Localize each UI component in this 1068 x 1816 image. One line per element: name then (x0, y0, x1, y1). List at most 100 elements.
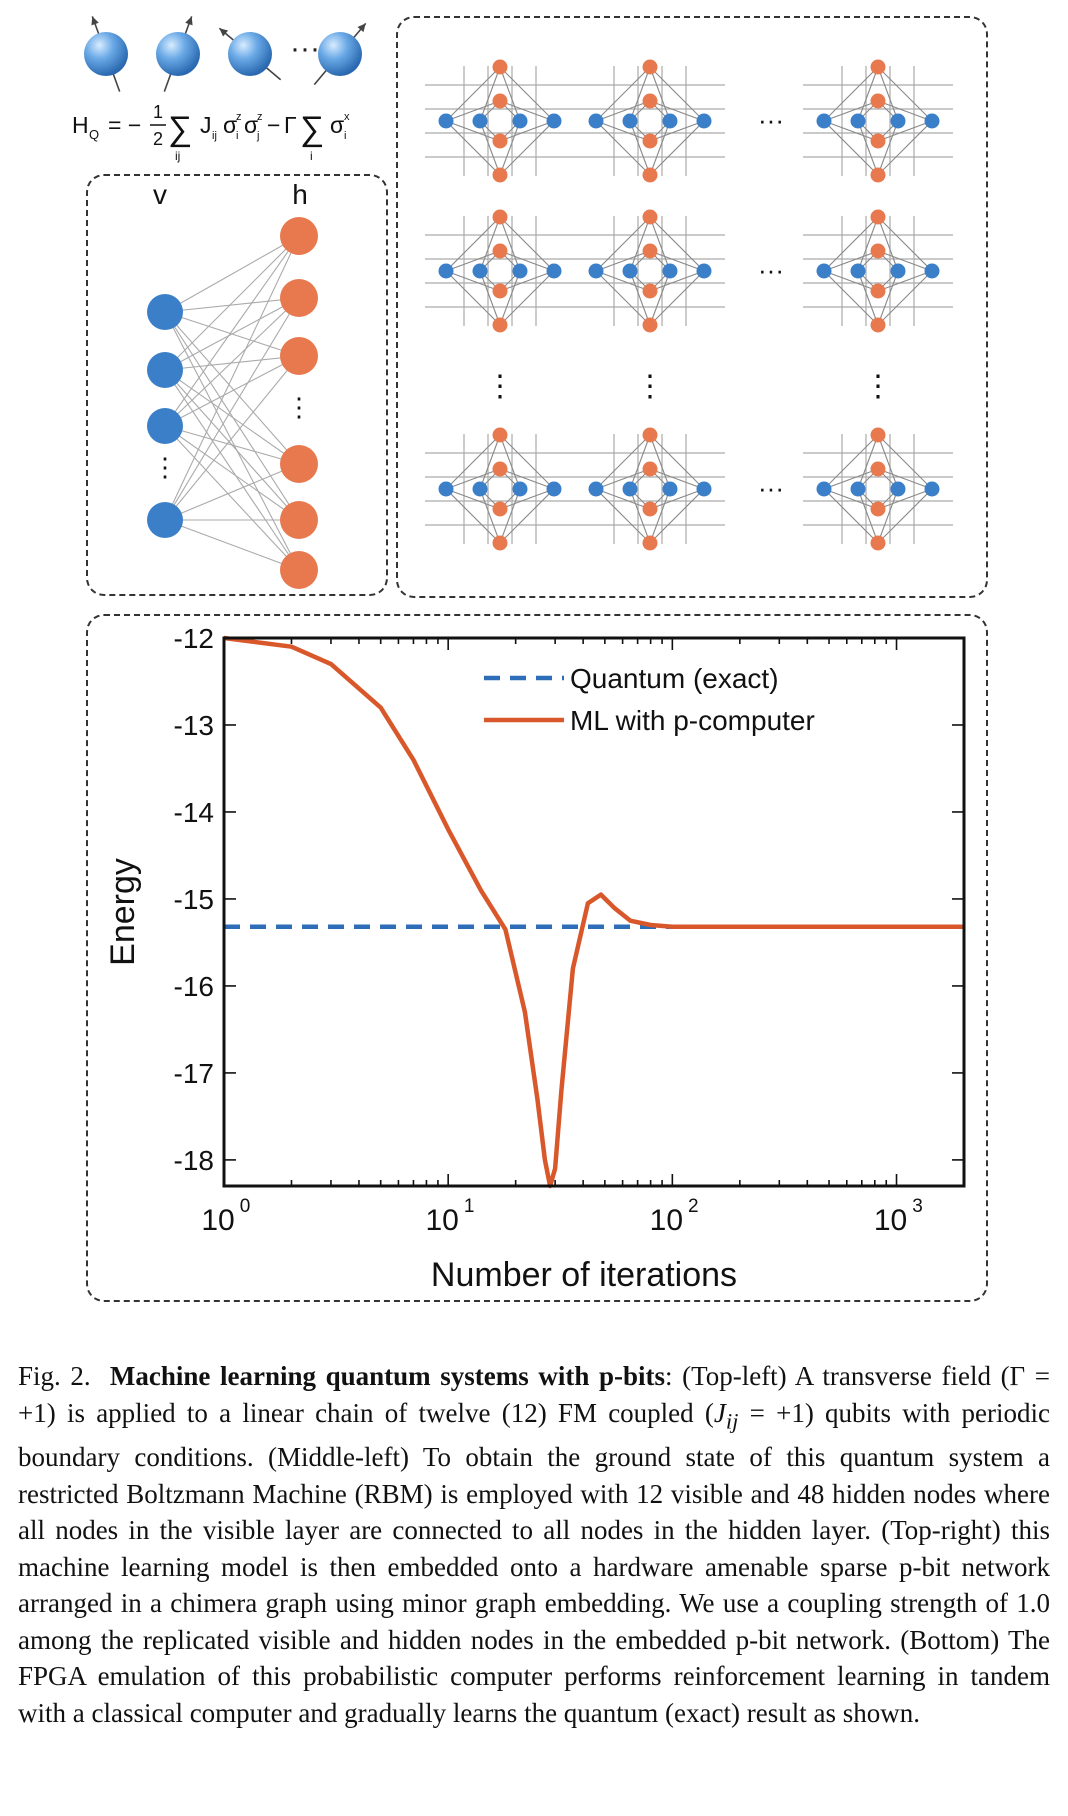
svg-text:−: − (267, 112, 280, 138)
y-tick-label: -15 (174, 884, 214, 915)
spin-arrow-icon (357, 23, 366, 33)
legend-label-2: ML with p-computer (570, 705, 815, 736)
chimera-panel (396, 16, 988, 598)
chimera-visible-node (890, 113, 906, 129)
svg-text:i: i (310, 149, 313, 163)
chimera-hidden-node (870, 93, 886, 109)
hidden-node-1 (280, 217, 318, 255)
chimera-row-ellipsis: ··· (758, 473, 784, 503)
qubit-sphere-4 (318, 32, 362, 76)
chimera-visible-node (472, 481, 488, 497)
chimera-visible-node (850, 113, 866, 129)
svg-text:j: j (256, 130, 259, 142)
rbm-edge (164, 297, 300, 521)
caption-title: Machine learning quantum systems with p-… (109, 1361, 665, 1391)
x-tick-exponent: 1 (464, 1196, 475, 1217)
chimera-hidden-node (642, 167, 658, 183)
chimera-visible-node (816, 481, 832, 497)
caption-coupling-symbol: J (713, 1397, 726, 1428)
rbm-edge (164, 425, 300, 571)
chimera-visible-node (816, 263, 832, 279)
svg-text:ij: ij (212, 130, 217, 142)
rbm-edge (164, 425, 300, 521)
chimera-column-ellipsis: ⋮ (485, 370, 515, 403)
caption-coupling-subscript: ij (725, 1407, 739, 1433)
qubit-sphere-2 (156, 32, 200, 76)
chimera-visible-node (512, 481, 528, 497)
chimera-hidden-node (492, 209, 508, 225)
chimera-visible-node (438, 481, 454, 497)
qubit-sphere-3 (228, 32, 272, 76)
energy-plot-panel (86, 614, 988, 1302)
rbm-edge (164, 311, 300, 465)
caption-prefix: Fig. 2. (18, 1361, 91, 1391)
chimera-hidden-node (870, 535, 886, 551)
x-tick-label: 10 (650, 1204, 683, 1237)
svg-text:J: J (200, 112, 212, 138)
chimera-hidden-node (870, 59, 886, 75)
y-tick-label: -14 (174, 797, 214, 828)
y-tick-label: -13 (174, 710, 214, 741)
chimera-visible-node (472, 263, 488, 279)
chimera-hidden-node (870, 133, 886, 149)
chimera-hidden-node (642, 93, 658, 109)
chimera-hidden-node (870, 243, 886, 259)
rbm-edge (164, 369, 300, 465)
svg-text:Q: Q (89, 127, 99, 142)
chimera-hidden-node (492, 317, 508, 333)
y-axis-label: Energy (104, 858, 142, 966)
svg-text:H: H (72, 112, 89, 138)
rbm-edge (164, 355, 300, 371)
chimera-hidden-node (870, 317, 886, 333)
chimera-visible-node (588, 481, 604, 497)
chimera-cell-3 (803, 59, 953, 183)
chimera-column-ellipsis: ⋮ (863, 370, 893, 403)
rbm-edge (164, 311, 300, 571)
hidden-layer-label: h (292, 179, 308, 210)
chimera-hidden-node (492, 501, 508, 517)
chimera-hidden-node (492, 243, 508, 259)
x-tick-label: 10 (201, 1204, 234, 1237)
chimera-hidden-node (870, 209, 886, 225)
x-tick-exponent: 2 (688, 1196, 699, 1217)
svg-text:1: 1 (153, 102, 163, 122)
x-tick-label: 10 (425, 1204, 458, 1237)
chimera-visible-node (588, 263, 604, 279)
chimera-visible-node (662, 113, 678, 129)
chimera-visible-node (438, 113, 454, 129)
chimera-hidden-node (870, 501, 886, 517)
chimera-cell-7 (425, 427, 575, 551)
spin-arrow-icon (91, 16, 99, 26)
svg-text:σ: σ (223, 112, 237, 138)
rbm-edge (164, 297, 300, 313)
chimera-visible-node (622, 263, 638, 279)
chimera-visible-node (512, 113, 528, 129)
chimera-cell-5 (575, 209, 725, 333)
chimera-hidden-node (492, 535, 508, 551)
chimera-visible-node (696, 113, 712, 129)
chimera-visible-node (816, 113, 832, 129)
chimera-visible-node (588, 113, 604, 129)
chimera-hidden-node (642, 243, 658, 259)
hamiltonian-equation: H Q = − 1 2 ∑ ij J ij σ z i σ z j − Γ ∑ … (72, 102, 350, 163)
chimera-visible-node (890, 263, 906, 279)
x-tick-exponent: 3 (912, 1196, 923, 1217)
rbm-network: v h ⋮ ⋮ (147, 179, 318, 589)
svg-text:Γ: Γ (284, 112, 297, 138)
chimera-visible-node (924, 263, 940, 279)
chimera-hidden-node (642, 501, 658, 517)
chimera-cell-6 (803, 209, 953, 333)
rbm-edge (164, 369, 300, 571)
chimera-hidden-node (870, 167, 886, 183)
chimera-row-ellipsis: ··· (758, 255, 784, 285)
chimera-visible-node (662, 481, 678, 497)
chimera-hidden-node (642, 59, 658, 75)
visible-node-1 (147, 294, 183, 330)
visible-node-4 (147, 502, 183, 538)
chimera-hidden-node (492, 283, 508, 299)
svg-text:z: z (236, 111, 242, 123)
chimera-hidden-node (492, 133, 508, 149)
chimera-visible-node (622, 481, 638, 497)
chimera-hidden-node (642, 461, 658, 477)
